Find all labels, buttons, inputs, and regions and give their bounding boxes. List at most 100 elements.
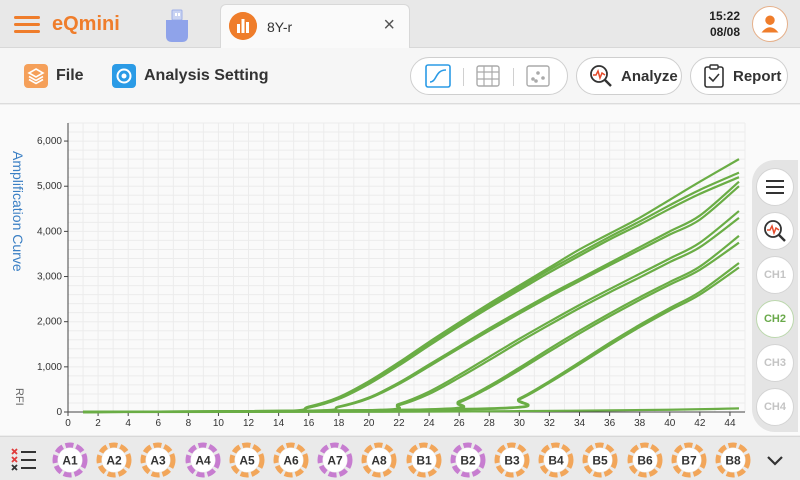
well-bar: A1 A2 A3 A4 A5 A6 A7 A8 B1 B2 B3 B4 B5 B6 B7 B8: [0, 436, 800, 480]
main-menu-button[interactable]: [14, 14, 40, 36]
report-label: Report: [733, 67, 782, 85]
view-switcher: [410, 57, 568, 95]
well-b7[interactable]: B7: [671, 442, 707, 478]
hamburger-icon: [766, 180, 784, 194]
well-filter-icon[interactable]: [10, 446, 38, 472]
well-ring: [96, 442, 132, 478]
analyze-label: Analyze: [621, 67, 678, 85]
well-center: [367, 448, 392, 472]
well-b4[interactable]: B4: [538, 442, 574, 478]
well-a8[interactable]: A8: [361, 442, 397, 478]
well-label: A5: [239, 454, 255, 468]
curve-icon[interactable]: [425, 64, 451, 88]
x-tick-label: 34: [574, 418, 586, 429]
well-center: [411, 448, 436, 472]
y-tick-label: 4,000: [37, 226, 62, 237]
channel-button-ch1[interactable]: CH1: [756, 256, 794, 294]
well-a4[interactable]: A4: [185, 442, 221, 478]
well-b1[interactable]: B1: [406, 442, 442, 478]
channel-button-ch3[interactable]: CH3: [756, 344, 794, 382]
well-a3[interactable]: A3: [140, 442, 176, 478]
file-label: File: [56, 67, 84, 84]
y-tick-label: 6,000: [37, 136, 62, 147]
well-ring: [715, 442, 751, 478]
well-center: [190, 448, 215, 472]
y-tick-label: 3,000: [37, 272, 62, 283]
well-label: B2: [460, 454, 476, 468]
x-tick-label: 28: [484, 418, 496, 429]
well-a6[interactable]: A6: [273, 442, 309, 478]
x-tick-label: 0: [65, 418, 71, 429]
well-label: A3: [151, 454, 167, 468]
y-tick-label: 2,000: [37, 317, 62, 328]
clipboard-icon: [704, 64, 724, 88]
x-tick-label: 22: [393, 418, 405, 429]
well-a2[interactable]: A2: [96, 442, 132, 478]
user-icon[interactable]: [752, 6, 788, 42]
well-a7[interactable]: A7: [317, 442, 353, 478]
channel-button-ch4[interactable]: CH4: [756, 388, 794, 426]
x-tick-label: 6: [155, 418, 161, 429]
well-b6[interactable]: B6: [627, 442, 663, 478]
well-b5[interactable]: B5: [582, 442, 618, 478]
x-tick-label: 14: [273, 418, 285, 429]
amplification-chart-area: 0 2 4 6 8 10 12 14 16 18 20 22 24 26 28 30 32 34 36 38 40 42 4…: [0, 105, 800, 435]
well-a5[interactable]: A5: [229, 442, 265, 478]
amplification-chart[interactable]: 0 2 4 6 8 10 12 14 16 18 20 22 24 26 28 30 32 34 36 38 40 42 4…: [0, 105, 800, 435]
zoom-analyze-button[interactable]: [756, 212, 794, 250]
bar-chart-icon: [229, 12, 257, 40]
app-title: eQmini: [52, 13, 120, 35]
x-tick-label: 30: [514, 418, 526, 429]
series-line-6: [83, 210, 740, 414]
analysis-setting-button[interactable]: Analysis Setting: [112, 64, 268, 88]
x-tick-label: 2: [95, 418, 101, 429]
tab-8y-r[interactable]: 8Y-r ×: [220, 4, 410, 48]
well-b8[interactable]: B8: [715, 442, 751, 478]
chevron-down-icon[interactable]: [762, 447, 788, 473]
close-icon[interactable]: ×: [383, 14, 395, 36]
file-button[interactable]: File: [24, 64, 84, 88]
well-center: [102, 448, 127, 472]
well-ring: [361, 442, 397, 478]
analysis-setting-label: Analysis Setting: [144, 67, 269, 84]
well-ring: [582, 442, 618, 478]
series-line-12: [83, 407, 740, 414]
well-label: B4: [549, 454, 565, 468]
series-line-3: [83, 176, 740, 414]
well-ring: [140, 442, 176, 478]
well-b3[interactable]: B3: [494, 442, 530, 478]
usb-drive-icon[interactable]: [162, 8, 192, 44]
x-tick-label: 8: [186, 418, 192, 429]
x-tick-label: 38: [634, 418, 646, 429]
well-ring: [185, 442, 221, 478]
magnifier-curve-icon: [590, 65, 612, 87]
well-label: B3: [504, 454, 520, 468]
clock-date: 08/08: [709, 25, 740, 39]
table-icon[interactable]: [475, 64, 501, 88]
well-b2[interactable]: B2: [450, 442, 486, 478]
well-label: A2: [107, 454, 123, 468]
well-center: [58, 448, 82, 472]
well-label: B5: [593, 454, 609, 468]
well-label: B1: [416, 454, 432, 468]
y-tick-label: 5,000: [37, 181, 62, 192]
chart-menu-button[interactable]: [756, 168, 794, 206]
y-tick-label: 0: [56, 407, 62, 418]
magnifier-curve-icon: [764, 220, 786, 242]
analyze-button[interactable]: Analyze: [576, 57, 682, 95]
well-ring: [494, 442, 530, 478]
clock: 15:22 08/08: [690, 8, 740, 40]
well-label: B8: [725, 454, 741, 468]
well-ring: [406, 442, 442, 478]
channel-button-ch2[interactable]: CH2: [756, 300, 794, 338]
side-rail: CH1 CH2 CH3 CH4: [752, 160, 798, 432]
y-axis-label: RFI: [13, 388, 25, 406]
layers-icon: [24, 64, 48, 88]
well-a1[interactable]: A1: [52, 442, 88, 478]
well-ring: [52, 442, 88, 478]
well-ring: [229, 442, 265, 478]
clock-time: 15:22: [709, 9, 740, 23]
x-tick-label: 12: [243, 418, 255, 429]
dots-icon[interactable]: [525, 64, 551, 88]
report-button[interactable]: Report: [690, 57, 788, 95]
